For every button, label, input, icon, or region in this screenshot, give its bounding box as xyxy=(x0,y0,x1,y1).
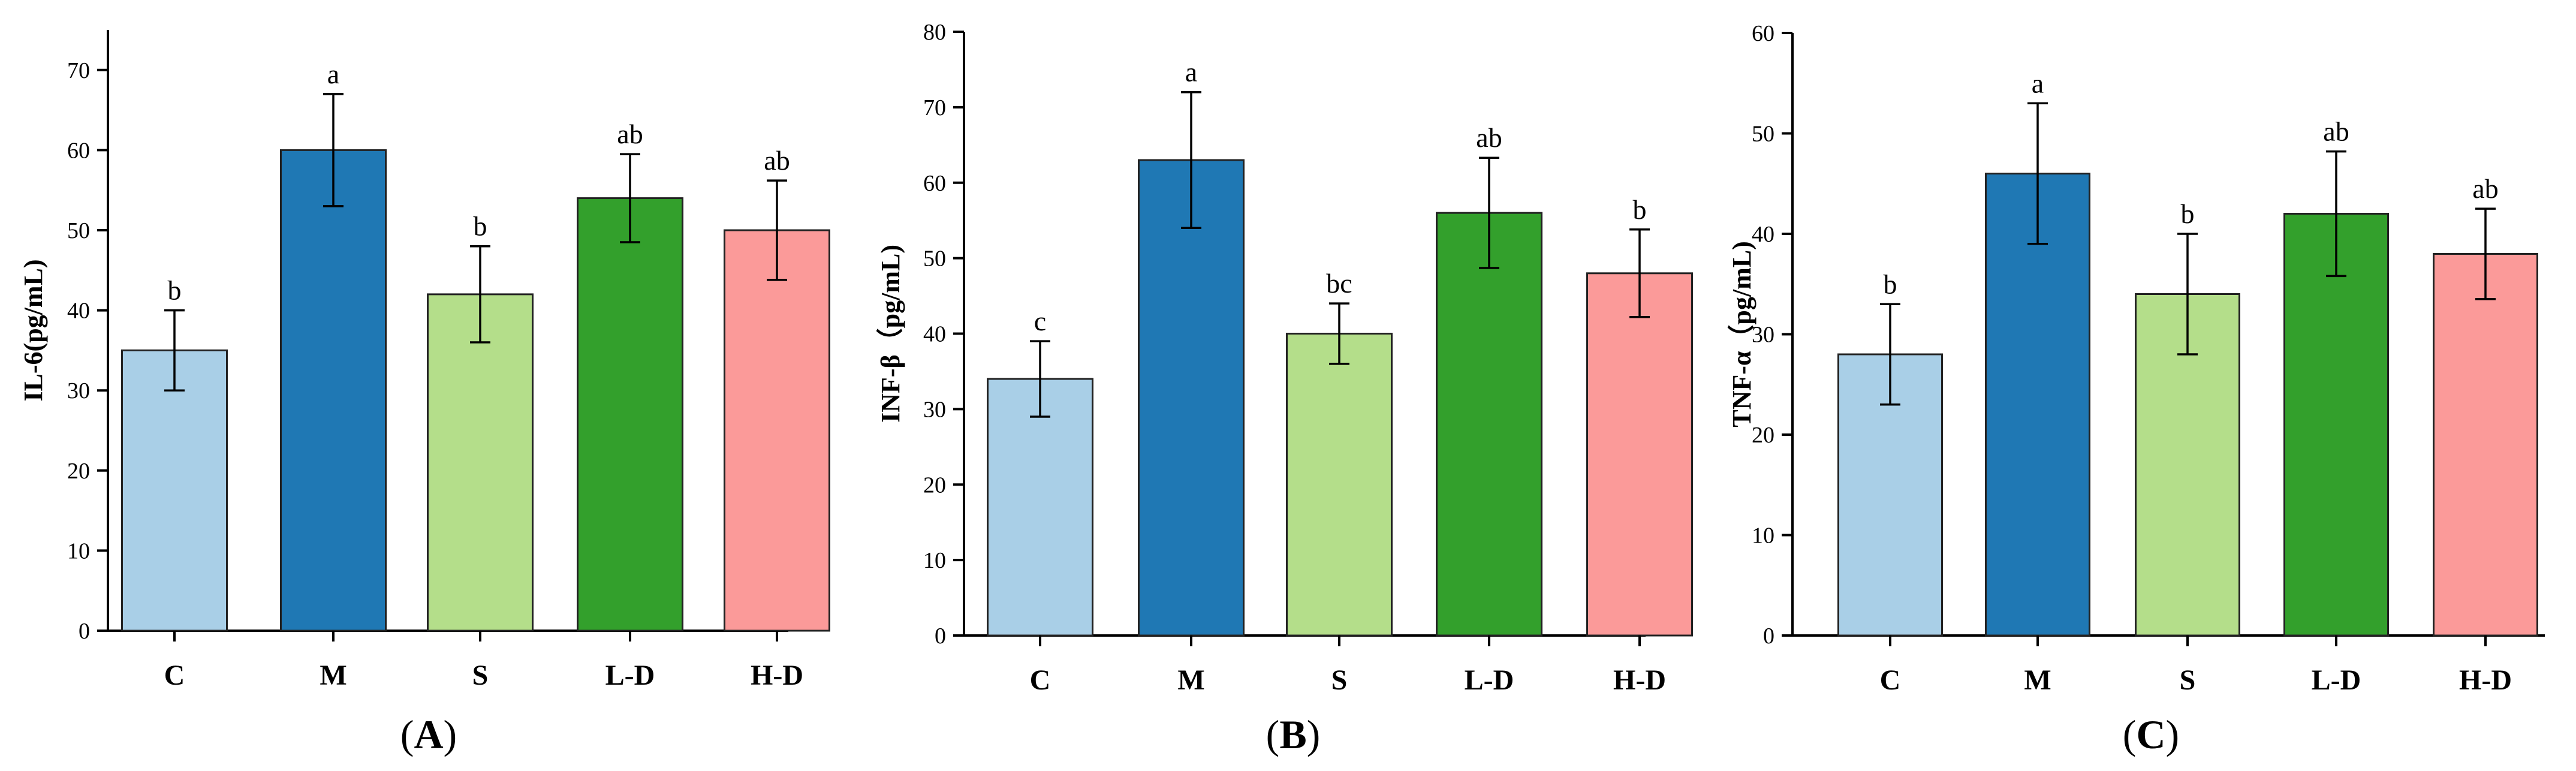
bar-h-d xyxy=(2433,253,2538,637)
y-tick-label: 30 xyxy=(67,378,90,403)
chart-panel-a: 0 10 20 30 40 50 60 70 IL-6(pg/mL) b Ca Mb Sab L-D ab H… xyxy=(19,30,830,757)
bar-h-d xyxy=(724,229,830,632)
y-tick-label: 60 xyxy=(1752,21,1774,46)
significance-label: b xyxy=(1633,194,1647,225)
x-tick-label: H-D xyxy=(2459,664,2512,696)
y-axis-title: IL-6(pg/mL) xyxy=(19,259,48,401)
x-tick-label: L-D xyxy=(2312,664,2361,696)
chart-panel-c: 0 10 20 30 40 50 60 TNF-α（pg/mL) b Ca Mb Sab L-D ab H-… xyxy=(1727,21,2545,757)
significance-label: ab xyxy=(2323,116,2349,147)
bar-m xyxy=(1138,159,1245,637)
y-tick-label: 0 xyxy=(1763,624,1774,649)
y-tick-label: 0 xyxy=(79,619,90,644)
significance-label: b xyxy=(474,211,487,242)
significance-label: a xyxy=(1185,57,1197,88)
y-tick-label: 20 xyxy=(67,459,90,484)
y-tick-label: 20 xyxy=(1752,423,1774,448)
x-tick-label: C xyxy=(164,659,185,691)
x-tick-label: M xyxy=(320,659,347,691)
bar-s xyxy=(1286,333,1393,637)
y-tick-label: 40 xyxy=(1752,222,1774,247)
y-tick-label: 40 xyxy=(67,299,90,324)
y-tick-label: 60 xyxy=(67,138,90,163)
x-tick-label: C xyxy=(1880,664,1901,696)
x-tick-label: H-D xyxy=(1613,664,1666,696)
y-axis-title: TNF-α（pg/mL) xyxy=(1727,241,1756,427)
significance-label: c xyxy=(1034,306,1046,336)
x-tick-label: S xyxy=(2180,664,2196,696)
significance-label: ab xyxy=(1476,122,1502,153)
y-tick-label: 30 xyxy=(1752,323,1774,348)
x-tick-label: L-D xyxy=(605,659,655,691)
y-tick-label: 0 xyxy=(935,624,946,649)
y-tick-label: 70 xyxy=(67,58,90,83)
significance-label: b xyxy=(1884,269,1897,299)
significance-label: a xyxy=(327,59,339,89)
bar-s xyxy=(427,293,534,632)
significance-label: ab xyxy=(2472,173,2498,204)
bar-c xyxy=(121,349,228,632)
panel-label: (C) xyxy=(2123,712,2179,757)
bar-m xyxy=(1985,173,2090,637)
y-tick-label: 10 xyxy=(1752,523,1774,549)
bar-m xyxy=(280,149,387,632)
significance-label: ab xyxy=(764,145,790,176)
x-tick-label: S xyxy=(1331,664,1348,696)
x-tick-label: M xyxy=(2024,664,2051,696)
y-tick-label: 50 xyxy=(67,218,90,243)
significance-label: b xyxy=(2181,198,2195,229)
x-tick-label: S xyxy=(472,659,489,691)
panel-label: (B) xyxy=(1266,712,1321,757)
x-tick-label: C xyxy=(1030,664,1051,696)
y-axis-title: INF-β（pg/mL) xyxy=(876,245,905,423)
y-tick-label: 80 xyxy=(923,20,946,45)
y-tick-label: 10 xyxy=(67,538,90,564)
significance-label: ab xyxy=(617,119,643,149)
y-tick-label: 50 xyxy=(923,246,946,272)
panel-label: (A) xyxy=(400,712,457,757)
significance-label: bc xyxy=(1326,268,1352,299)
y-tick-label: 30 xyxy=(923,397,946,422)
bar-h-d xyxy=(1586,272,1693,637)
bar-l-d xyxy=(577,197,683,632)
y-tick-label: 40 xyxy=(923,322,946,347)
significance-label: b xyxy=(168,275,182,306)
y-tick-label: 60 xyxy=(923,171,946,196)
significance-label: a xyxy=(2032,68,2044,98)
chart-panel-b: 0 10 20 30 40 50 60 70 80 INF-β（pg/mL) c Ca Mbc Sab L-… xyxy=(876,20,1693,757)
y-tick-label: 70 xyxy=(923,95,946,121)
y-tick-label: 50 xyxy=(1752,122,1774,147)
y-tick-label: 20 xyxy=(923,472,946,498)
bar-l-d xyxy=(2283,213,2389,637)
bar-l-d xyxy=(1436,212,1542,637)
y-tick-label: 10 xyxy=(923,548,946,573)
x-tick-label: L-D xyxy=(1465,664,1514,696)
x-tick-label: M xyxy=(1177,664,1204,696)
x-tick-label: H-D xyxy=(751,659,803,691)
